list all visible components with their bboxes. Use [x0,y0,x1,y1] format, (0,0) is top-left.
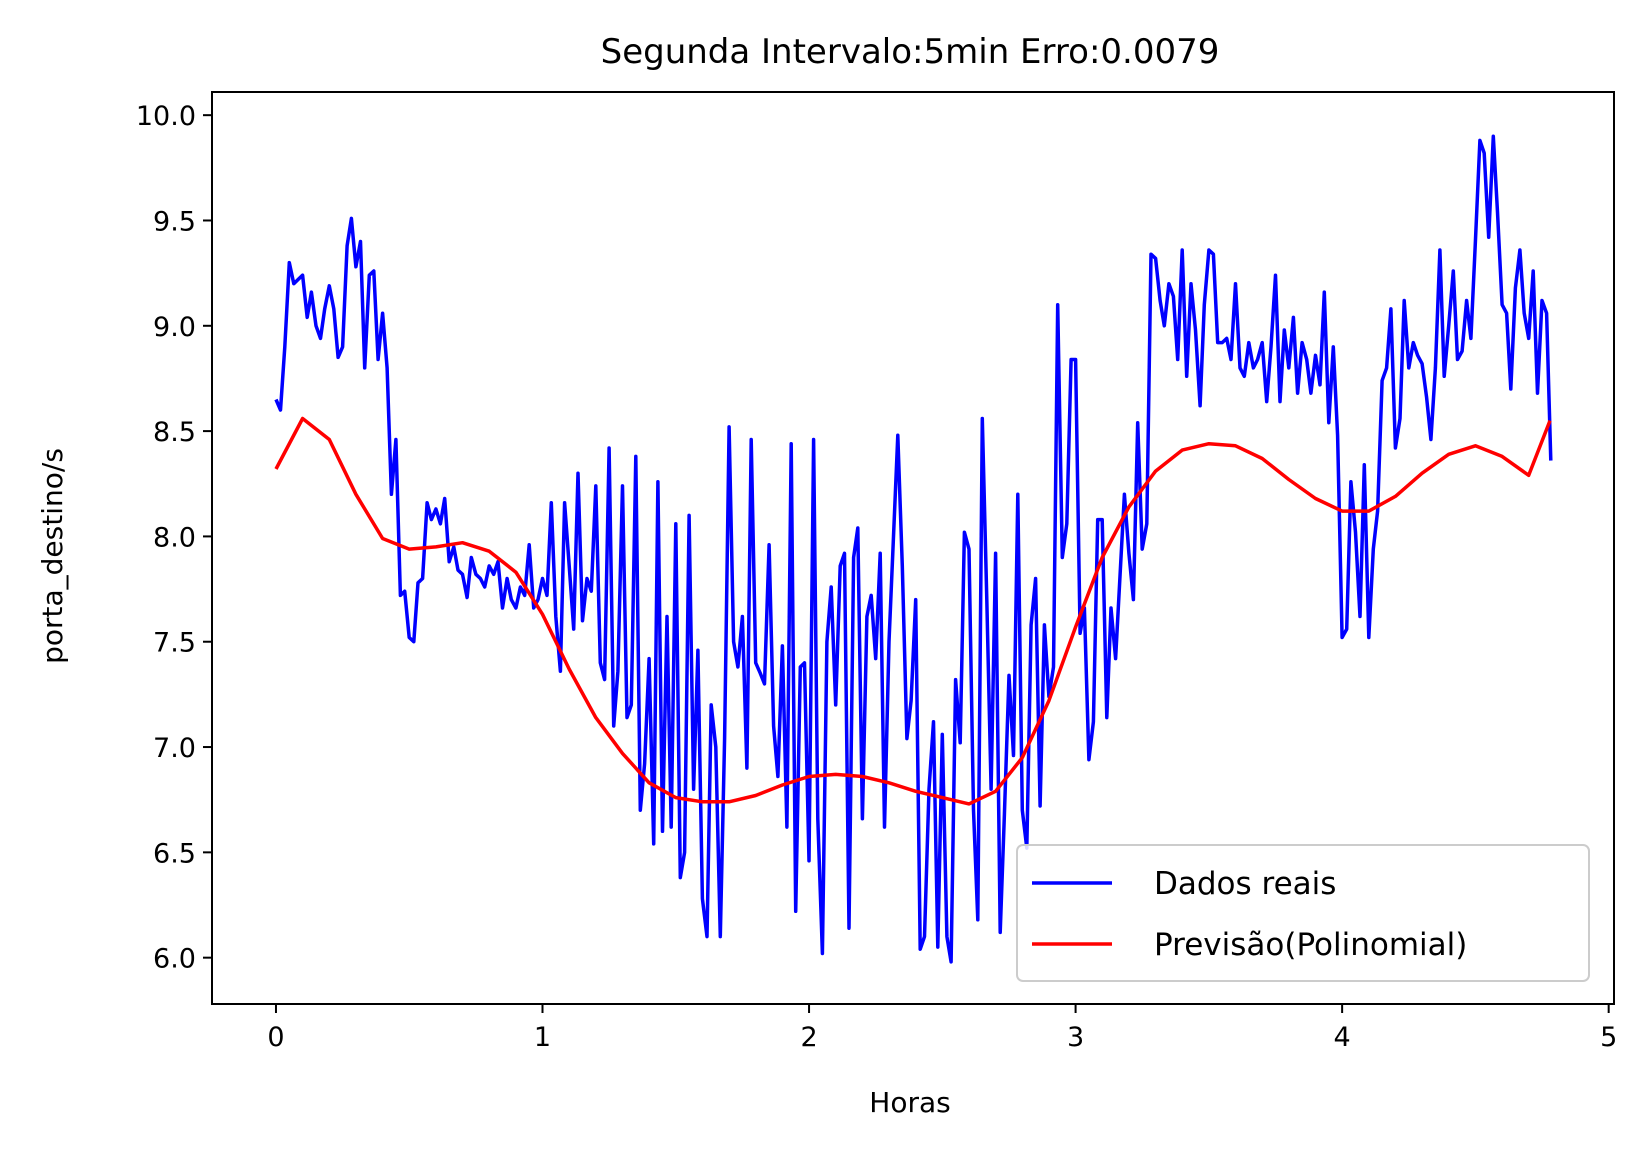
y-tick-label: 9.0 [153,312,196,343]
x-tick-label: 3 [1067,1022,1084,1053]
x-tick-label: 5 [1600,1022,1617,1053]
y-tick-label: 9.5 [153,206,196,237]
axes-frame [211,91,1615,1005]
y-tick-label: 7.5 [153,628,196,659]
legend: Dados reais Previsão(Polinomial) [1016,844,1590,982]
x-tick-label: 2 [800,1022,817,1053]
y-tick-label: 8.5 [153,417,196,448]
y-tick-label: 10.0 [136,101,196,132]
legend-frame [1016,844,1590,982]
series-line-dados-reais [274,134,1553,964]
x-tick-label: 0 [267,1022,284,1053]
x-axis-label: Horas [869,1086,950,1119]
y-tick-label: 6.0 [153,944,196,975]
plot-area [211,91,1615,1005]
y-tick-label: 6.5 [153,838,196,869]
y-axis: 6.0 6.5 7.0 7.5 8.0 8.5 9.0 9.5 10.0 [136,101,212,975]
x-tick-label: 1 [534,1022,551,1053]
x-tick-label: 4 [1334,1022,1351,1053]
x-axis: 0 1 2 3 4 5 [267,1004,1617,1053]
series-line-previsao [274,416,1552,806]
legend-label-previsao: Previsão(Polinomial) [1154,927,1467,963]
y-tick-label: 7.0 [153,733,196,764]
chart-title: Segunda Intervalo:5min Erro:0.0079 [601,32,1220,72]
y-tick-label: 8.0 [153,522,196,553]
legend-label-dados-reais: Dados reais [1154,866,1336,902]
y-axis-label: porta_destino/s [36,448,69,664]
